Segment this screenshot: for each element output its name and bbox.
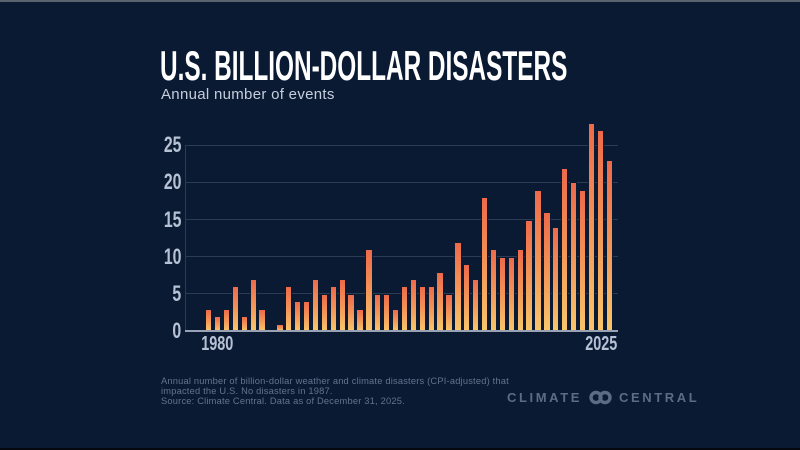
bar-2017 (534, 189, 542, 331)
bar-1983 (231, 286, 240, 331)
bar-1994 (329, 286, 337, 331)
bar-1996 (347, 293, 355, 331)
bar-2023 (587, 123, 596, 331)
interlocked-rings-icon (587, 390, 614, 405)
bar-2013 (498, 256, 507, 331)
x-tick-value: 2025 (584, 333, 618, 355)
bar-1981 (213, 316, 222, 331)
bar-2025 (605, 160, 613, 331)
bar-2007 (445, 293, 453, 331)
chart-title: U.S. BILLION-DOLLAR DISASTERS (160, 42, 568, 89)
bar-2018 (543, 212, 551, 331)
bar-2009 (463, 264, 471, 331)
logo-word-climate: CLIMATE (507, 390, 583, 405)
bar-2016 (525, 219, 533, 331)
x-tick-label-1980: 1980 (187, 333, 247, 356)
bar-1984 (240, 316, 248, 331)
y-tick-value: 15 (163, 206, 181, 232)
bar-2000 (383, 293, 391, 331)
bar-1992 (311, 279, 320, 331)
bar-2002 (400, 286, 409, 331)
bar-2006 (436, 271, 444, 331)
y-tick-label-25: 25 (138, 134, 181, 156)
gridline-10 (185, 256, 618, 258)
y-tick-label-0: 0 (138, 320, 181, 342)
y-tick-value: 25 (163, 132, 181, 158)
footer-line-1: Annual number of billion-dollar weather … (161, 376, 509, 386)
x-tick-value: 1980 (200, 333, 234, 355)
y-tick-value: 20 (163, 169, 181, 195)
chart-subtitle: Annual number of events (161, 86, 335, 103)
footer-note: Annual number of billion-dollar weather … (161, 376, 509, 406)
bar-2010 (472, 279, 480, 331)
y-tick-label-20: 20 (138, 171, 181, 193)
bar-2014 (507, 256, 515, 331)
bar-1990 (294, 301, 302, 331)
bar-1998 (365, 249, 373, 331)
footer-line-3: Source: Climate Central. Data as of Dece… (161, 395, 405, 406)
logo-word-central: CENTRAL (619, 390, 700, 405)
bar-1986 (258, 308, 266, 331)
y-tick-label-15: 15 (138, 206, 181, 232)
bar-2021 (569, 182, 578, 331)
climate-central-logo: CLIMATE CENTRAL (507, 390, 699, 405)
bar-1989 (285, 286, 293, 331)
bar-2004 (418, 286, 426, 331)
bar-1985 (249, 279, 257, 331)
bar-1993 (320, 293, 329, 331)
y-tick-value: 10 (163, 243, 181, 269)
x-tick-label-2025: 2025 (571, 333, 631, 356)
plot-area (185, 123, 618, 331)
bar-1995 (338, 279, 346, 331)
bar-2005 (427, 286, 435, 331)
y-axis-line (185, 145, 186, 331)
bar-1991 (302, 301, 311, 331)
y-tick-label-10: 10 (138, 243, 181, 269)
bar-1999 (374, 293, 382, 331)
footer-line-2: impacted the U.S. No disasters in 1987. (161, 385, 333, 396)
bar-1988 (276, 323, 284, 331)
bar-2011 (480, 197, 489, 331)
bar-2015 (516, 249, 524, 331)
gridline-15 (185, 219, 618, 221)
y-tick-value: 0 (172, 318, 181, 343)
bar-2012 (489, 249, 498, 331)
bar-1982 (222, 308, 231, 331)
y-tick-label-5: 5 (138, 280, 181, 306)
bar-2019 (552, 227, 560, 331)
bar-2003 (409, 279, 418, 331)
bar-2001 (391, 308, 400, 331)
gridline-20 (185, 181, 618, 183)
bar-1997 (356, 308, 364, 331)
bar-2008 (454, 241, 462, 331)
x-axis-baseline (185, 330, 618, 332)
y-tick-value: 5 (172, 280, 181, 306)
bar-2020 (561, 167, 569, 331)
bar-2022 (578, 189, 587, 331)
bar-2024 (596, 130, 604, 331)
bar-1980 (205, 308, 213, 331)
gridline-25 (185, 144, 618, 146)
